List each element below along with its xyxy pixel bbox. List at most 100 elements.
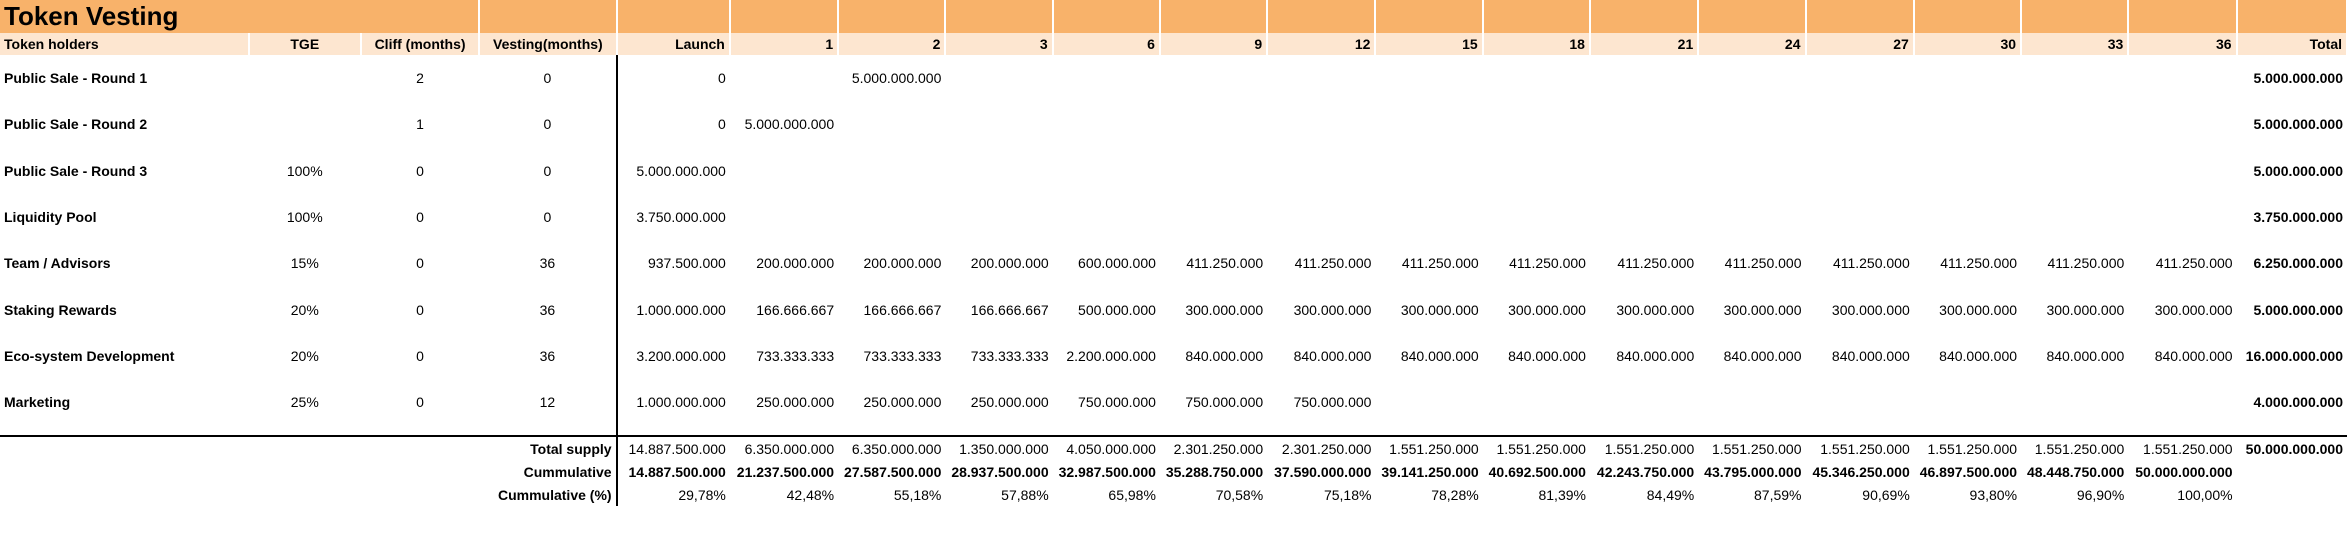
month-value: 750.000.000 (1293, 394, 1372, 411)
summary-month: 1.350.000.000 (945, 435, 1053, 461)
spacer-cell (1375, 425, 1482, 436)
cliff-value: 0 (416, 347, 424, 364)
month-value: 250.000.000 (970, 394, 1049, 411)
month-value (1267, 101, 1375, 147)
spacer-cell (1053, 425, 1160, 436)
month-value: 411.250.000 (1832, 255, 1910, 272)
launch-value: 0 (615, 55, 730, 102)
summary-month: 35.288.750.000 (1165, 463, 1264, 480)
month-value: 200.000.000 (970, 255, 1049, 272)
cliff-value: 1 (416, 116, 424, 133)
summary-month: 2.301.250.000 (1159, 435, 1268, 461)
summary-month: 6.350.000.000 (838, 435, 946, 461)
spacer-cell (1590, 425, 1698, 436)
summary-month: 4.050.000.000 (1052, 435, 1160, 461)
header-launch: Launch (615, 33, 731, 55)
month-value: 300.000.000 (1293, 301, 1372, 318)
month-value (1698, 194, 1805, 240)
month-value (1806, 101, 1914, 147)
header-month: 3 (945, 33, 1054, 55)
month-value (1483, 379, 1590, 425)
vesting-value: 0 (543, 116, 552, 133)
summary-month: 50.000.000.000 (2135, 463, 2233, 480)
month-value: 840.000.000 (2046, 347, 2125, 364)
header-month: 27 (1805, 33, 1915, 55)
header-month: 18 (1482, 33, 1591, 55)
table-row: Public Sale - Round 1 2 0 0 5.000.000.000 5.0… (0, 55, 2347, 102)
month-value: 411.250.000 (1617, 255, 1695, 272)
summary-month: 81,39% (1538, 486, 1586, 503)
month-value (1590, 379, 1698, 425)
month-value (1160, 55, 1267, 101)
vesting-value: 0 (543, 209, 552, 226)
month-value (730, 55, 838, 101)
summary-month: 48.448.750.000 (2026, 463, 2125, 480)
month-value: 750.000.000 (1185, 394, 1264, 411)
summary-month: 100,00% (2177, 486, 2233, 503)
title-fill-cell (1267, 0, 1377, 33)
summary-month: 75,18% (1323, 486, 1372, 503)
month-value: 750.000.000 (1078, 394, 1156, 411)
month-value: 300.000.000 (1616, 301, 1695, 318)
month-value: 840.000.000 (1939, 347, 2018, 364)
row-total: 4.000.000.000 (2253, 394, 2343, 411)
spacer-cell (1806, 425, 1914, 436)
month-value (1590, 101, 1698, 147)
launch-value: 3.750.000.000 (615, 193, 730, 241)
month-value (2128, 101, 2236, 147)
header-month: 36 (2128, 33, 2238, 55)
month-value: 300.000.000 (1939, 301, 2018, 318)
month-value (1375, 194, 1482, 240)
tge-value: 20% (290, 347, 319, 364)
month-value: 300.000.000 (2154, 301, 2233, 318)
month-value (1053, 55, 1160, 101)
launch-value: 1.000.000.000 (615, 286, 730, 333)
summary-label: Total supply (0, 435, 617, 461)
header-month: 9 (1159, 33, 1269, 55)
month-value (945, 194, 1052, 240)
month-value: 166.666.667 (756, 301, 835, 318)
summary-month: 84,49% (1646, 486, 1695, 503)
spacer-cell (361, 425, 479, 436)
month-value (2021, 148, 2128, 194)
month-value (1053, 101, 1160, 147)
title-fill-cell (1052, 0, 1161, 33)
header-row: Token holders TGE Cliff (months) Vesting(mo… (0, 33, 2348, 55)
summary-month: 1.551.250.000 (1805, 435, 1914, 461)
summary-month: 32.987.500.000 (1058, 463, 1156, 480)
header-month: 6 (1052, 33, 1161, 55)
header-month: 12 (1267, 33, 1377, 55)
spacer-row (0, 425, 2347, 437)
header-month: 1 (729, 33, 840, 55)
summary-month: 27.587.500.000 (844, 463, 942, 480)
title-fill-cell (1698, 0, 1807, 33)
row-total: 6.250.000.000 (2253, 255, 2343, 272)
month-value (1483, 55, 1590, 101)
spacer-cell (2237, 425, 2347, 436)
holder-name: Public Sale - Round 2 (4, 116, 148, 133)
header-month: 24 (1698, 33, 1807, 55)
holder-name: Eco-system Development (4, 347, 175, 364)
title-fill-cell (2128, 0, 2238, 33)
month-value (1267, 55, 1375, 101)
month-value (2128, 379, 2236, 425)
tge-value: 100% (286, 162, 323, 179)
month-value (2021, 55, 2128, 101)
summary-month: 93,80% (1969, 486, 2018, 503)
month-value (1806, 148, 1914, 194)
summary-launch: 29,78% (615, 483, 730, 507)
vesting-value: 0 (543, 70, 552, 87)
summary-month: 28.937.500.000 (951, 463, 1049, 480)
summary-month: 37.590.000.000 (1274, 463, 1372, 480)
month-value (1375, 379, 1482, 425)
table-row: Eco-system Development 20% 0 36 3.200.000.00… (0, 332, 2347, 380)
month-value (1267, 194, 1375, 240)
title-fill-cell (1589, 0, 1700, 33)
month-value: 300.000.000 (1508, 301, 1586, 318)
month-value (838, 101, 945, 147)
summary-month: 65,98% (1108, 486, 1156, 503)
title-fill-cell (838, 0, 947, 33)
cliff-value: 0 (416, 162, 424, 179)
title-fill-cell (1375, 0, 1484, 33)
month-value: 200.000.000 (863, 255, 942, 272)
